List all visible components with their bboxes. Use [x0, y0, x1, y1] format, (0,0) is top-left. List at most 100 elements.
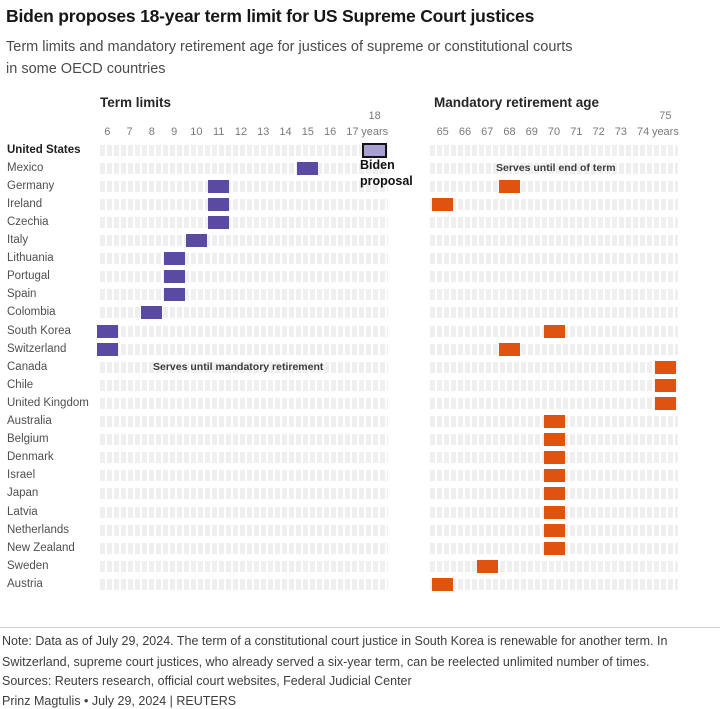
row-stripe: [430, 307, 678, 319]
axis-unit-label: years: [651, 126, 679, 138]
ret-bar-switzerland: [499, 342, 520, 356]
row-stripe: [430, 180, 678, 192]
ret-bar-chile: [654, 378, 676, 392]
chart-note-line1: Note: Data as of July 29, 2024. The term…: [2, 634, 668, 648]
chart-note: Note: Data as of July 29, 2024. The term…: [2, 631, 667, 673]
axis-unit-label: years: [361, 126, 389, 138]
axis-tick-10: 10: [190, 126, 203, 138]
axis-tick-70: 70: [547, 126, 561, 138]
row-stripe: [100, 524, 388, 536]
ret-bar-latvia: [543, 505, 565, 519]
country-label-spain: Spain: [7, 288, 37, 301]
country-label-israel: Israel: [7, 469, 36, 482]
ret-bar-canada: [654, 360, 676, 374]
country-label-canada: Canada: [7, 360, 48, 373]
chart-sources: Sources: Reuters research, official cour…: [2, 674, 412, 688]
country-label-new-zealand: New Zealand: [7, 541, 75, 554]
country-label-united-kingdom: United Kingdom: [7, 396, 89, 409]
ret-bar-new-zealand: [543, 541, 565, 555]
row-stripe: [100, 416, 388, 427]
country-label-colombia: Colombia: [7, 306, 56, 319]
term-bar-italy: [185, 234, 207, 247]
row-stripe: [100, 253, 388, 265]
row-stripe: [100, 235, 388, 246]
chart-subtitle-line2: in some OECD countries: [6, 61, 166, 77]
row-stripe: [430, 289, 678, 301]
biden-proposal-bar: [362, 142, 388, 158]
country-label-czechia: Czechia: [7, 215, 49, 228]
country-label-portugal: Portugal: [7, 270, 50, 283]
row-stripe: [430, 253, 678, 265]
ret-bar-japan: [543, 487, 565, 501]
axis-tick-6: 6: [104, 126, 111, 138]
term-bar-lithuania: [163, 252, 185, 266]
row-stripe: [100, 162, 388, 174]
row-stripe: [430, 144, 678, 156]
axis-tick-66: 66: [458, 126, 472, 138]
chart-byline: Prinz Magtulis • July 29, 2024 | REUTERS: [2, 694, 237, 708]
term-bar-colombia: [141, 306, 163, 320]
axis-tick-13: 13: [257, 126, 270, 138]
row-stripe: [100, 361, 388, 373]
biden-proposal-label: Biden proposal: [360, 158, 413, 188]
country-label-mexico: Mexico: [7, 161, 44, 174]
row-stripe: [100, 271, 388, 283]
country-label-germany: Germany: [7, 179, 55, 192]
row-stripe: [100, 578, 388, 590]
term-bar-switzerland: [96, 342, 118, 356]
ret-bar-south-korea: [543, 324, 565, 338]
country-label-south-korea: South Korea: [7, 324, 71, 337]
axis-tick-73: 73: [614, 126, 627, 138]
ret-bar-netherlands: [543, 523, 565, 537]
country-label-sweden: Sweden: [7, 559, 49, 572]
axis-tick-68: 68: [503, 126, 516, 138]
ret-bar-germany: [499, 179, 520, 193]
row-stripe: [100, 434, 388, 446]
row-stripe: [100, 180, 388, 192]
annotation-retirement-note: Serves until end of term: [496, 162, 616, 175]
row-stripe: [430, 343, 678, 355]
row-stripe: [430, 235, 678, 246]
country-label-united-states: United States: [7, 143, 81, 156]
ret-bar-australia: [543, 415, 565, 428]
row-stripe: [100, 198, 388, 210]
ret-bar-denmark: [543, 451, 565, 465]
axis-tick-17: 17: [346, 126, 359, 138]
row-stripe: [430, 397, 678, 409]
chart-note-line2: Switzerland, supreme court justices, who…: [2, 655, 650, 669]
term-bar-spain: [163, 288, 185, 302]
row-stripe: [430, 560, 678, 572]
row-stripe: [430, 198, 678, 210]
country-label-switzerland: Switzerland: [7, 342, 67, 355]
axis-tick-16: 16: [323, 126, 337, 138]
country-label-latvia: Latvia: [7, 505, 38, 518]
axis-tick-75: 75: [659, 110, 672, 122]
row-stripe: [100, 343, 388, 355]
row-stripe: [430, 379, 678, 391]
country-label-lithuania: Lithuania: [7, 252, 54, 265]
axis-tick-71: 71: [570, 126, 583, 138]
term-bar-portugal: [163, 270, 185, 284]
row-stripe: [100, 216, 388, 228]
row-stripe: [100, 397, 388, 409]
country-label-belgium: Belgium: [7, 433, 49, 446]
row-stripe: [100, 379, 388, 391]
row-stripe: [100, 470, 388, 482]
axis-tick-65: 65: [436, 126, 449, 138]
ret-bar-sweden: [476, 559, 498, 573]
axis-tick-14: 14: [279, 126, 292, 138]
row-stripe: [100, 307, 388, 319]
axis-tick-9: 9: [171, 126, 178, 138]
row-stripe: [100, 144, 388, 156]
country-label-ireland: Ireland: [7, 197, 43, 210]
chart-title: Biden proposes 18-year term limit for US…: [6, 6, 535, 26]
row-stripe: [430, 271, 678, 283]
row-stripe: [100, 560, 388, 572]
axis-tick-15: 15: [301, 126, 314, 138]
row-stripe: [100, 542, 388, 554]
chart-subtitle-line1: Term limits and mandatory retirement age…: [6, 39, 573, 55]
ret-bar-united-kingdom: [654, 396, 676, 410]
panel-title-retirement-age: Mandatory retirement age: [434, 95, 600, 110]
country-label-australia: Australia: [7, 415, 52, 427]
